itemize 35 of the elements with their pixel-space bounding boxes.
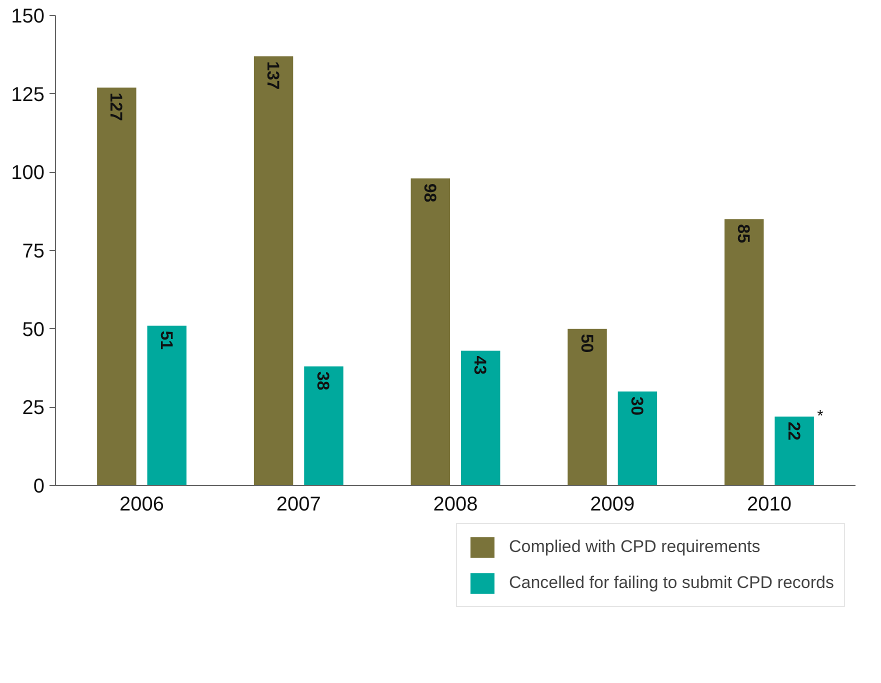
data-label: 43: [470, 356, 490, 375]
bar: [774, 416, 814, 486]
annotation: *: [817, 408, 824, 426]
bar: [410, 178, 450, 486]
y-tick-label: 125: [11, 84, 45, 106]
y-tick-label: 0: [33, 476, 44, 498]
x-tick-label: 2010: [746, 494, 792, 516]
x-tick-label: 2009: [590, 494, 635, 516]
bar: [147, 326, 186, 486]
x-tick-label: 2008: [433, 494, 478, 516]
legend-label: Complied with CPD requirements: [508, 537, 760, 557]
data-label: 98: [420, 183, 440, 202]
y-tick-label: 25: [22, 397, 45, 420]
y-tick-label: 100: [11, 162, 45, 184]
y-tick-label: 50: [22, 318, 45, 341]
data-label: 38: [314, 371, 333, 390]
data-label: 22: [784, 422, 804, 440]
data-label: 50: [577, 334, 596, 353]
bar: [568, 328, 607, 486]
bar: [304, 366, 344, 486]
y-tick-label: 75: [22, 240, 45, 262]
bar: [97, 88, 136, 486]
bar: [460, 350, 500, 486]
data-label: 30: [627, 396, 646, 416]
data-label: 85: [734, 224, 754, 244]
y-tick-label: 150: [11, 6, 45, 28]
legend-label: Cancelled for failing to submit CPD records: [508, 573, 834, 593]
data-label: 127: [106, 92, 126, 121]
bar: [724, 219, 764, 486]
bar: [618, 392, 658, 486]
data-label: 137: [264, 61, 283, 90]
bar: [254, 56, 294, 486]
x-tick-label: 2006: [120, 494, 164, 516]
data-label: 51: [156, 330, 176, 350]
x-tick-label: 2007: [276, 494, 321, 516]
